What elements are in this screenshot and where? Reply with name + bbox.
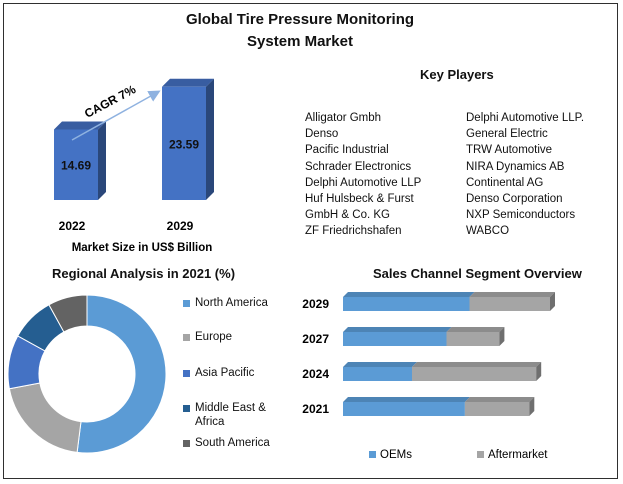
key-player-item: TRW Automotive	[466, 144, 553, 157]
page-title: Global Tire Pressure Monitoring System M…	[0, 9, 600, 53]
key-player-item: NIRA Dynamics AB	[466, 160, 565, 173]
regional-legend-label: Middle East & Africa	[195, 402, 266, 428]
legend-swatch	[183, 440, 190, 447]
key-player-item: Denso Corporation	[466, 192, 563, 205]
key-player-item: ZF Friedrichshafen	[305, 225, 402, 238]
regional-legend-label: Europe	[195, 331, 233, 343]
key-player-item: Delphi Automotive LLP.	[466, 112, 585, 124]
key-player-item: Denso	[305, 128, 339, 141]
regional-legend-label: North America	[195, 297, 268, 309]
legend-swatch	[183, 334, 190, 341]
regional-legend-item: North America	[183, 296, 268, 310]
key-player-item: WABCO	[466, 225, 510, 238]
regional-legend-item: Europe	[183, 330, 232, 344]
regional-legend-label: South America	[195, 437, 270, 449]
regional-legend-item: South America	[183, 436, 270, 450]
key-players-column-1: Alligator Gmbh Denso Pacific Industrial Sch…	[305, 110, 421, 240]
key-player-item: Huf Hulsbeck & Furst	[305, 192, 414, 205]
regional-legend-item: Middle East & Africa	[183, 401, 285, 429]
key-players-title: Key Players	[420, 67, 494, 82]
key-player-item: General Electric	[466, 128, 548, 141]
legend-swatch	[183, 405, 190, 412]
key-player-item: Continental AG	[466, 176, 544, 189]
key-players-column-2: Delphi Automotive LLP. General Electric TR…	[466, 110, 584, 240]
sales-channel-title: Sales Channel Segment Overview	[373, 266, 582, 281]
legend-swatch	[183, 370, 190, 377]
regional-legend-item: Asia Pacific	[183, 366, 254, 380]
regional-chart-title: Regional Analysis in 2021 (%)	[52, 266, 236, 281]
key-player-item: NXP Semiconductors	[466, 209, 576, 222]
regional-legend-label: Asia Pacific	[195, 367, 255, 379]
page-title-text: Global Tire Pressure Monitoring System M…	[185, 11, 415, 50]
infographic-frame	[3, 3, 618, 479]
key-player-item: Schrader Electronics	[305, 160, 412, 173]
key-player-item: Pacific Industrial	[305, 144, 389, 157]
key-player-item: GmbH & Co. KG	[305, 209, 390, 222]
key-player-item: Delphi Automotive LLP	[305, 176, 422, 189]
legend-swatch	[183, 300, 190, 307]
key-player-item: Alligator Gmbh	[305, 112, 382, 124]
